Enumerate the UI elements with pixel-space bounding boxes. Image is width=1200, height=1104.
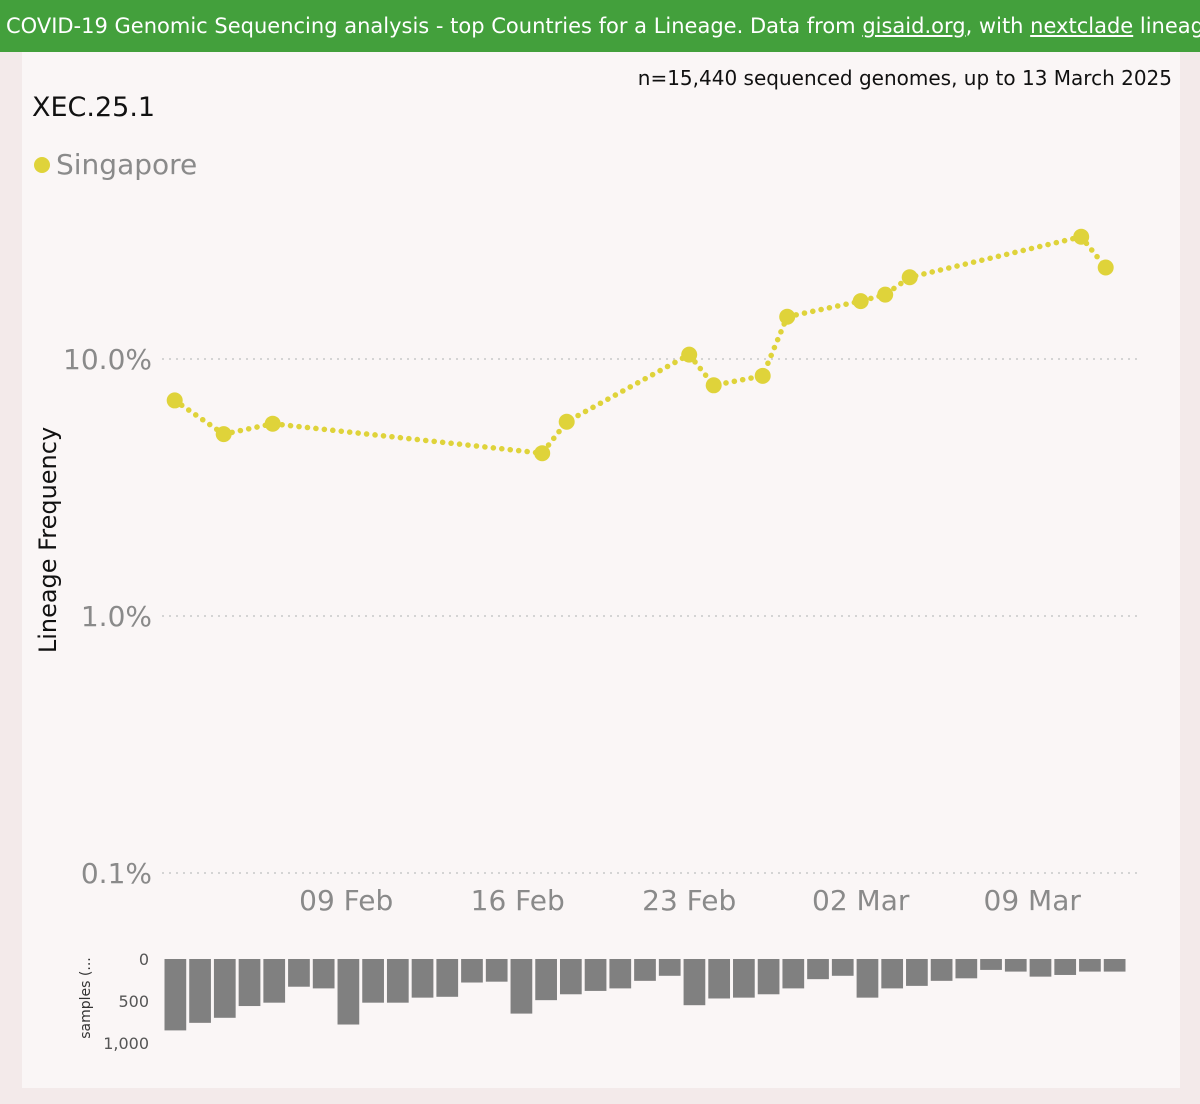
data-point[interactable]	[901, 269, 918, 286]
samples-bar[interactable]	[263, 959, 286, 1003]
series-line	[171, 233, 1109, 457]
samples-bar[interactable]	[782, 959, 805, 989]
samples-bar[interactable]	[461, 959, 483, 983]
samples-axis-label: samples (...	[78, 957, 94, 1038]
samples-bar[interactable]	[362, 959, 384, 1003]
data-point[interactable]	[1097, 259, 1114, 276]
y-tick-label: 0.1%	[81, 857, 152, 890]
samples-bar[interactable]	[584, 959, 607, 991]
samples-bar[interactable]	[386, 959, 409, 1003]
y-tick-label: 10.0%	[63, 343, 152, 376]
samples-tick-label: 0	[139, 950, 149, 969]
series-line-singapore	[171, 233, 1109, 457]
legend[interactable]: Singapore	[34, 148, 197, 181]
samples-bar[interactable]	[559, 959, 582, 995]
x-tick-label: 23 Feb	[642, 884, 736, 917]
samples-bar[interactable]	[881, 959, 904, 989]
samples-bar[interactable]	[955, 959, 978, 979]
samples-bar[interactable]	[436, 959, 459, 997]
samples-bar[interactable]	[1103, 959, 1126, 972]
data-point[interactable]	[754, 367, 771, 384]
samples-bar[interactable]	[1004, 959, 1027, 972]
data-point[interactable]	[1073, 228, 1090, 245]
samples-bar[interactable]	[634, 959, 656, 981]
data-point[interactable]	[681, 346, 698, 363]
grid-lines	[162, 358, 1138, 874]
samples-bar[interactable]	[288, 959, 310, 987]
data-point[interactable]	[558, 413, 575, 430]
samples-bars	[164, 959, 1126, 1031]
data-point[interactable]	[779, 308, 796, 325]
samples-bar[interactable]	[485, 959, 508, 982]
samples-bar[interactable]	[238, 959, 261, 1007]
samples-bar[interactable]	[757, 959, 780, 995]
samples-bar[interactable]	[164, 959, 187, 1031]
data-point[interactable]	[264, 415, 281, 432]
banner-text-middle: , with	[965, 14, 1031, 38]
x-tick-label: 09 Mar	[984, 884, 1082, 917]
x-tick-label: 16 Feb	[471, 884, 565, 917]
y-tick-label: 1.0%	[81, 600, 152, 633]
data-point[interactable]	[166, 392, 183, 409]
samples-bar[interactable]	[683, 959, 706, 1006]
banner-text: COVID-19 Genomic Sequencing analysis - t…	[6, 14, 863, 38]
data-point[interactable]	[534, 445, 551, 462]
data-point[interactable]	[852, 293, 869, 310]
y-axis-label: Lineage Frequency	[34, 427, 62, 653]
legend-marker-icon	[34, 156, 50, 173]
data-point[interactable]	[877, 286, 894, 303]
samples-bar[interactable]	[856, 959, 879, 998]
samples-bar[interactable]	[510, 959, 533, 1014]
samples-bar[interactable]	[535, 959, 557, 1001]
x-tick-labels: 09 Feb 16 Feb 23 Feb 02 Mar 09 Mar	[299, 884, 1081, 917]
data-point[interactable]	[705, 377, 722, 394]
samples-bar[interactable]	[1079, 959, 1101, 972]
samples-bar[interactable]	[733, 959, 755, 998]
x-tick-label: 02 Mar	[812, 884, 910, 917]
sample-summary: n=15,440 sequenced genomes, up to 13 Mar…	[637, 66, 1172, 90]
samples-tick-label: 500	[118, 992, 149, 1011]
samples-bar[interactable]	[658, 959, 681, 976]
gisaid-link[interactable]: gisaid.org	[862, 14, 966, 38]
series-points	[166, 228, 1114, 462]
samples-bar[interactable]	[189, 959, 211, 1023]
samples-bar[interactable]	[411, 959, 434, 998]
banner-text-suffix: lineages Sc	[1139, 14, 1200, 38]
chart-panel	[22, 52, 1180, 1088]
samples-bar[interactable]	[906, 959, 928, 986]
lineage-name: XEC.25.1	[32, 92, 156, 123]
samples-bar[interactable]	[609, 959, 632, 989]
y-tick-labels: 0.1% 1.0% 10.0%	[63, 343, 152, 890]
samples-bar[interactable]	[708, 959, 731, 999]
samples-bar[interactable]	[213, 959, 236, 1018]
samples-bar[interactable]	[1029, 959, 1052, 977]
nextclade-link[interactable]: nextclade	[1030, 14, 1134, 38]
samples-bar[interactable]	[980, 959, 1002, 970]
samples-tick-label: 1,000	[103, 1034, 149, 1053]
samples-bar[interactable]	[1054, 959, 1077, 975]
title-banner: COVID-19 Genomic Sequencing analysis - t…	[0, 0, 1200, 52]
samples-bar[interactable]	[337, 959, 360, 1025]
samples-bar[interactable]	[831, 959, 854, 976]
samples-tick-labels: 0 500 1,000	[103, 950, 149, 1053]
samples-bar[interactable]	[312, 959, 335, 989]
x-tick-label: 09 Feb	[299, 884, 393, 917]
samples-bar[interactable]	[930, 959, 953, 981]
samples-bar[interactable]	[807, 959, 829, 980]
data-point[interactable]	[215, 426, 232, 443]
legend-label: Singapore	[56, 148, 198, 181]
